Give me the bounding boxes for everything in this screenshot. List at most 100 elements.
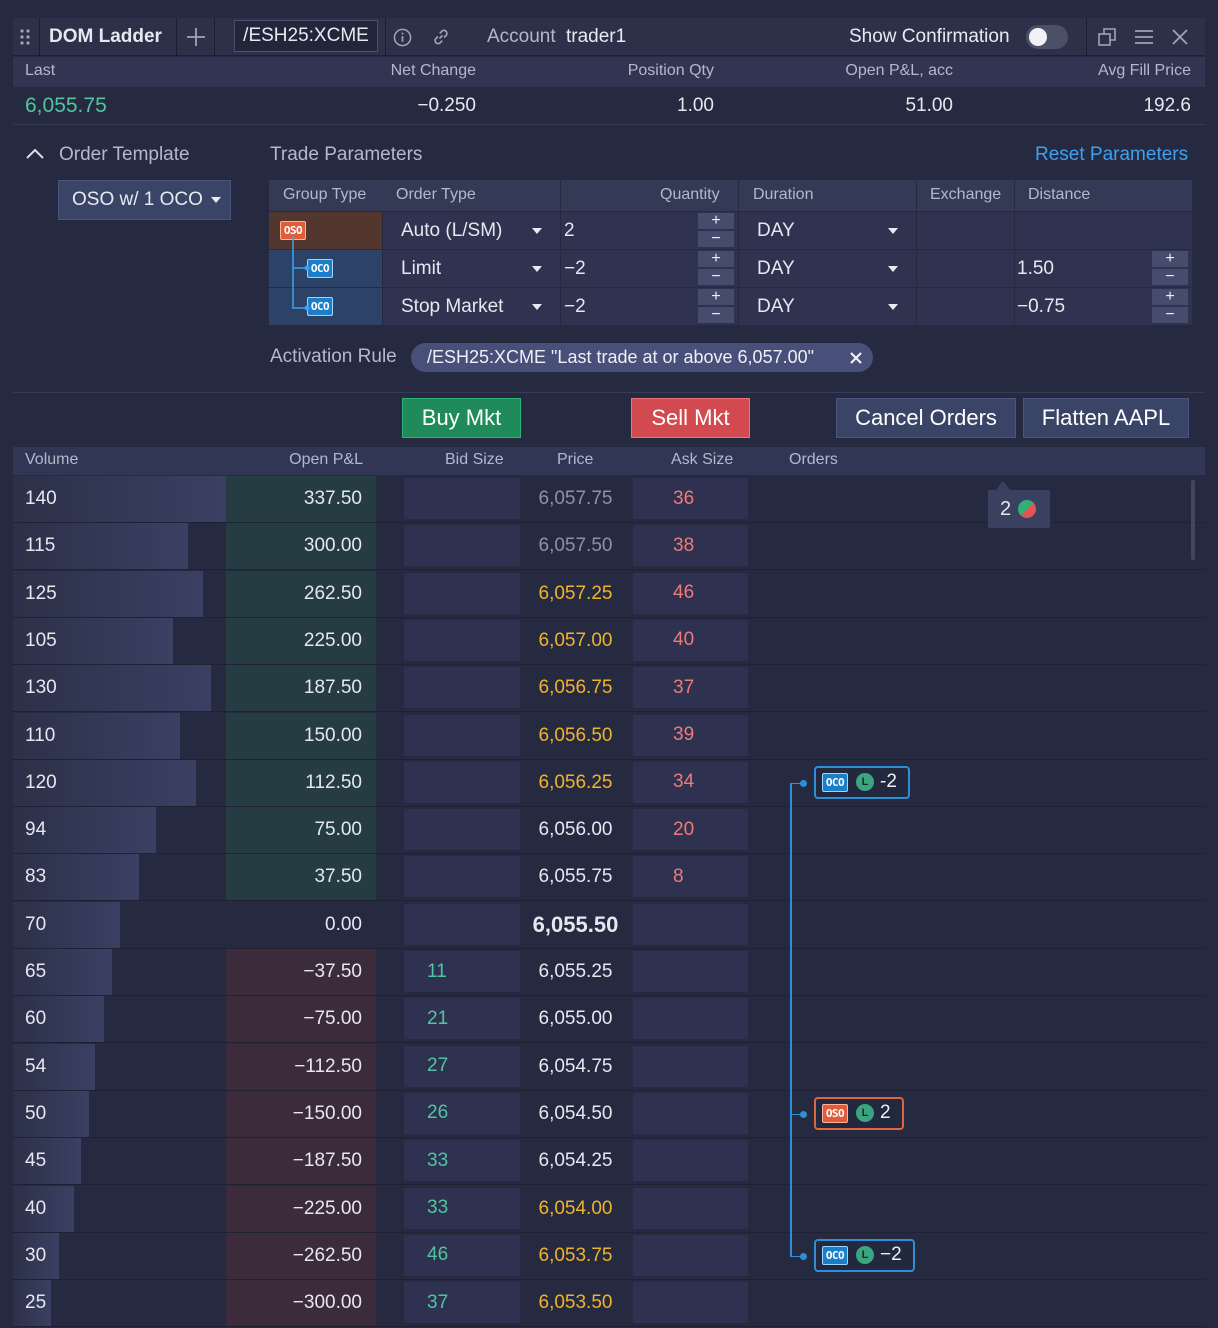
ladder-row[interactable]: 110 150.00 6,056.50 39 bbox=[13, 712, 1205, 760]
distance-field[interactable]: −0.75 + − bbox=[1015, 288, 1192, 325]
increment-button[interactable]: + bbox=[1152, 289, 1188, 305]
ask-size-cell[interactable] bbox=[633, 1045, 748, 1087]
bid-size-cell[interactable] bbox=[404, 619, 520, 661]
ask-size-cell[interactable]: 38 bbox=[633, 525, 748, 567]
ladder-row[interactable]: 50 −150.00 26 6,054.50 bbox=[13, 1090, 1205, 1138]
duration-select[interactable]: DAY bbox=[739, 250, 916, 287]
ladder-row[interactable]: 30 −262.50 46 6,053.75 bbox=[13, 1232, 1205, 1280]
bid-size-cell[interactable]: 26 bbox=[404, 1092, 520, 1134]
ask-size-cell[interactable]: 20 bbox=[633, 809, 748, 851]
decrement-button[interactable]: − bbox=[698, 231, 734, 247]
remove-rule-icon[interactable] bbox=[849, 349, 863, 370]
activation-rule-chip[interactable]: /ESH25:XCME "Last trade at or above 6,05… bbox=[411, 343, 873, 372]
duration-select[interactable]: DAY bbox=[739, 212, 916, 249]
distance-stepper[interactable]: + − bbox=[1152, 251, 1188, 286]
order-type-select[interactable]: Stop Market bbox=[383, 288, 560, 325]
popout-icon[interactable] bbox=[1098, 18, 1118, 56]
ask-size-cell[interactable]: 39 bbox=[633, 714, 748, 756]
ladder-row[interactable]: 40 −225.00 33 6,054.00 bbox=[13, 1185, 1205, 1233]
bid-size-cell[interactable]: 11 bbox=[404, 951, 520, 992]
ladder-row[interactable]: 115 300.00 6,057.50 38 bbox=[13, 523, 1205, 571]
quantity-stepper[interactable]: + − bbox=[698, 289, 734, 324]
ask-size-cell[interactable] bbox=[633, 1187, 748, 1229]
increment-button[interactable]: + bbox=[698, 251, 734, 267]
bid-size-cell[interactable] bbox=[404, 856, 520, 898]
distance-stepper[interactable]: + − bbox=[1152, 289, 1188, 324]
buy-mkt-button[interactable]: Buy Mkt bbox=[402, 398, 521, 438]
ask-size-cell[interactable] bbox=[633, 1282, 748, 1324]
oco-order-tag[interactable]: OCO L -2 bbox=[814, 765, 910, 799]
symbol-input[interactable]: /ESH25:XCME bbox=[234, 20, 378, 52]
ladder-row[interactable]: 125 262.50 6,057.25 46 bbox=[13, 570, 1205, 618]
bid-size-cell[interactable]: 27 bbox=[404, 1045, 520, 1087]
ask-size-cell[interactable]: 37 bbox=[633, 667, 748, 709]
quantity-stepper[interactable]: + − bbox=[698, 213, 734, 248]
oco-order-tag[interactable]: OCO L −2 bbox=[814, 1238, 915, 1272]
ask-size-cell[interactable] bbox=[633, 951, 748, 992]
decrement-button[interactable]: − bbox=[1152, 269, 1188, 285]
order-type-select[interactable]: Limit bbox=[383, 250, 560, 287]
ask-size-cell[interactable]: 46 bbox=[633, 572, 748, 614]
ask-size-cell[interactable]: 8 bbox=[633, 856, 748, 898]
quantity-field[interactable]: −2 + − bbox=[561, 250, 738, 287]
ladder-row[interactable]: 105 225.00 6,057.00 40 bbox=[13, 617, 1205, 665]
ask-size-cell[interactable]: 40 bbox=[633, 619, 748, 661]
bid-size-cell[interactable] bbox=[404, 478, 520, 519]
scrollbar-thumb[interactable] bbox=[1191, 480, 1195, 560]
bid-size-cell[interactable] bbox=[404, 903, 520, 945]
account-value[interactable]: trader1 bbox=[566, 26, 627, 47]
quantity-field[interactable]: −2 + − bbox=[561, 288, 738, 325]
ladder-row[interactable]: 45 −187.50 33 6,054.25 bbox=[13, 1138, 1205, 1186]
ladder-row[interactable]: 120 112.50 6,056.25 34 bbox=[13, 759, 1205, 807]
close-icon[interactable] bbox=[1171, 18, 1191, 56]
bid-size-cell[interactable] bbox=[404, 572, 520, 614]
ask-size-cell[interactable]: 36 bbox=[633, 478, 748, 519]
quantity-field[interactable]: 2 + − bbox=[561, 212, 738, 249]
oso-order-tag[interactable]: OSO L 2 bbox=[814, 1096, 904, 1130]
ladder-row[interactable]: 60 −75.00 21 6,055.00 bbox=[13, 996, 1205, 1044]
bid-size-cell[interactable] bbox=[404, 761, 520, 803]
bid-size-cell[interactable]: 33 bbox=[404, 1140, 520, 1182]
reset-parameters-link[interactable]: Reset Parameters bbox=[1035, 144, 1189, 165]
ladder-row[interactable]: 25 −300.00 37 6,053.50 bbox=[13, 1280, 1205, 1328]
bid-size-cell[interactable] bbox=[404, 714, 520, 756]
distance-field[interactable]: 1.50 + − bbox=[1015, 250, 1192, 287]
flatten-button[interactable]: Flatten AAPL bbox=[1023, 398, 1189, 438]
bid-size-cell[interactable] bbox=[404, 809, 520, 851]
drag-handle-icon[interactable] bbox=[19, 18, 35, 56]
sell-mkt-button[interactable]: Sell Mkt bbox=[631, 398, 750, 438]
link-icon[interactable] bbox=[431, 18, 453, 56]
increment-button[interactable]: + bbox=[698, 289, 734, 305]
order-template-dropdown[interactable]: OSO w/ 1 OCO bbox=[58, 180, 231, 220]
increment-button[interactable]: + bbox=[1152, 251, 1188, 267]
decrement-button[interactable]: − bbox=[698, 307, 734, 323]
ask-size-cell[interactable] bbox=[633, 1092, 748, 1134]
decrement-button[interactable]: − bbox=[1152, 307, 1188, 323]
bid-size-cell[interactable]: 37 bbox=[404, 1282, 520, 1324]
collapse-chevron-icon[interactable] bbox=[25, 147, 47, 167]
increment-button[interactable]: + bbox=[698, 213, 734, 229]
ladder-row[interactable]: 94 75.00 6,056.00 20 bbox=[13, 807, 1205, 855]
order-type-select[interactable]: Auto (L/SM) bbox=[383, 212, 560, 249]
bid-size-cell[interactable]: 46 bbox=[404, 1234, 520, 1276]
cancel-orders-button[interactable]: Cancel Orders bbox=[836, 398, 1016, 438]
ask-size-cell[interactable]: 34 bbox=[633, 761, 748, 803]
bid-size-cell[interactable] bbox=[404, 525, 520, 567]
ladder-row[interactable]: 65 −37.50 11 6,055.25 bbox=[13, 949, 1205, 996]
ask-size-cell[interactable] bbox=[633, 1140, 748, 1182]
bid-size-cell[interactable] bbox=[404, 667, 520, 709]
ladder-row[interactable]: 130 187.50 6,056.75 37 bbox=[13, 665, 1205, 713]
decrement-button[interactable]: − bbox=[698, 269, 734, 285]
ask-size-cell[interactable] bbox=[633, 903, 748, 945]
ladder-row[interactable]: 83 37.50 6,055.75 8 bbox=[13, 854, 1205, 902]
quantity-stepper[interactable]: + − bbox=[698, 251, 734, 286]
ask-size-cell[interactable] bbox=[633, 998, 748, 1040]
ask-size-cell[interactable] bbox=[633, 1234, 748, 1276]
add-icon[interactable] bbox=[183, 18, 209, 56]
bid-size-cell[interactable]: 21 bbox=[404, 998, 520, 1040]
show-confirmation-toggle[interactable] bbox=[1026, 25, 1068, 49]
ladder-row[interactable]: 70 0.00 6,055.50 bbox=[13, 901, 1205, 949]
ladder-row[interactable]: 140 337.50 6,057.75 36 bbox=[13, 476, 1205, 523]
info-icon[interactable] bbox=[393, 18, 413, 56]
menu-icon[interactable] bbox=[1134, 18, 1156, 56]
